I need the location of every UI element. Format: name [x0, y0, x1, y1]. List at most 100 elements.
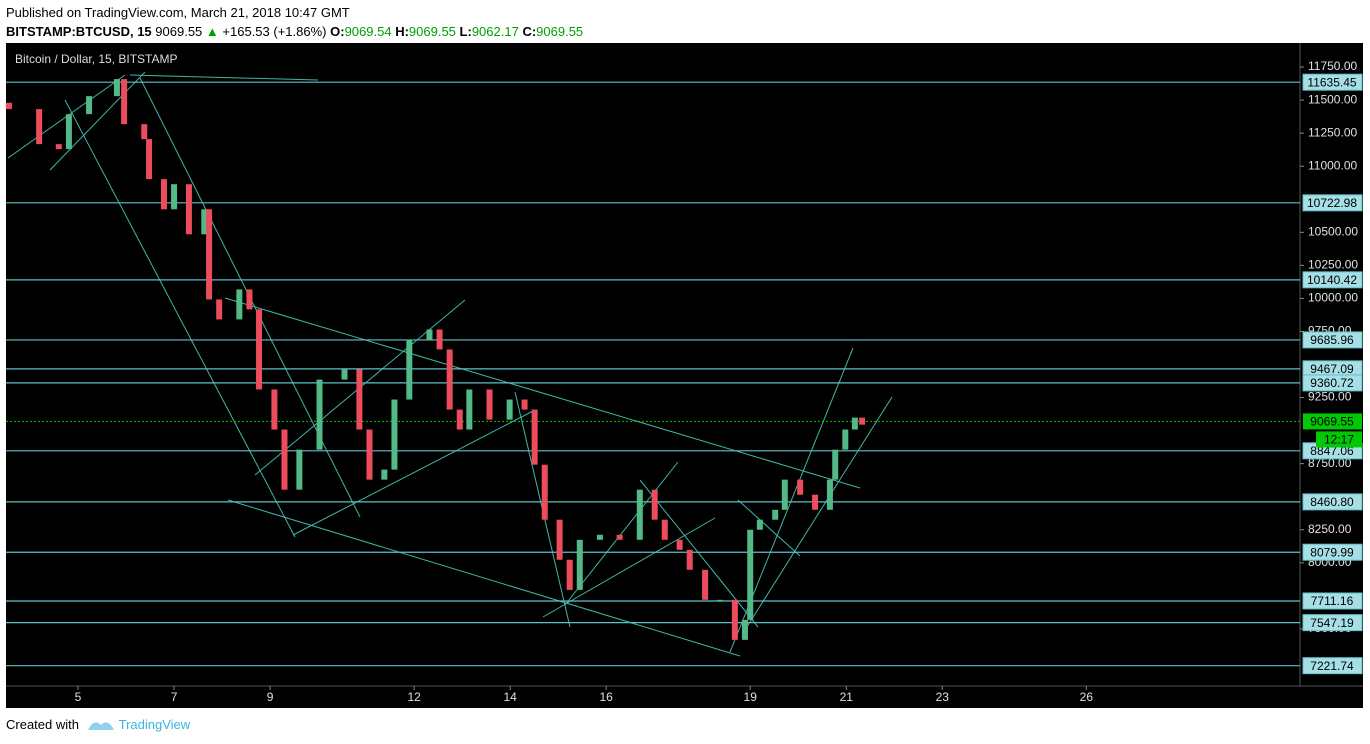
candle: [812, 494, 819, 510]
x-tick-label: 9: [267, 690, 274, 704]
ohlc-label: H:: [395, 24, 409, 39]
candle: [702, 569, 709, 600]
trend-lines: [7, 71, 893, 657]
chart-background: [6, 43, 1363, 708]
candle: [86, 96, 93, 115]
level-label: 9685.96: [1310, 333, 1354, 347]
candle: [756, 519, 763, 530]
candle: [486, 389, 493, 420]
trend-line: [139, 77, 361, 518]
created-with: Created with: [6, 717, 79, 732]
level-label: 8460.80: [1310, 495, 1354, 509]
candle: [651, 489, 658, 520]
level-label: 8847.06: [1310, 444, 1354, 458]
level-label-box: [1302, 657, 1363, 675]
candle: [366, 429, 373, 480]
candle: [256, 309, 263, 390]
countdown-box: [1316, 431, 1362, 448]
candle: [426, 329, 433, 340]
x-tick-label: 26: [1080, 690, 1094, 704]
candle: [236, 289, 243, 320]
candle: [716, 599, 723, 601]
level-label: 7221.74: [1310, 659, 1354, 673]
candle: [842, 429, 849, 450]
candle: [160, 179, 167, 210]
candle: [826, 479, 833, 510]
y-tick-label: 10500.00: [1308, 224, 1358, 238]
level-label-box: [1302, 73, 1363, 91]
x-tick-label: 21: [840, 690, 854, 704]
level-label-box: [1302, 331, 1363, 349]
level-label-box: [1302, 374, 1363, 392]
ohlc-value: 9069.54: [344, 24, 392, 39]
candle: [246, 289, 253, 310]
candle: [206, 209, 213, 300]
y-tick-label: 7500.00: [1308, 621, 1352, 635]
candle: [506, 399, 513, 420]
candle: [171, 184, 178, 210]
candle: [446, 349, 453, 410]
candle: [772, 509, 779, 520]
candle: [747, 529, 754, 620]
ohlc-value: 9069.55: [536, 24, 584, 39]
y-tick-label: 10000.00: [1308, 291, 1358, 305]
candle: [741, 619, 748, 640]
symbol: BITSTAMP:BTCUSD, 15: [6, 24, 152, 39]
trend-line: [639, 479, 759, 628]
header: Published on TradingView.com, March 21, …: [6, 3, 583, 41]
y-tick-label: 9750.00: [1308, 324, 1352, 338]
x-tick-label: 14: [503, 690, 517, 704]
x-tick-label: 7: [171, 690, 178, 704]
level-label: 10722.98: [1307, 196, 1357, 210]
candle: [521, 399, 528, 410]
level-label-box: [1302, 614, 1363, 632]
candle: [381, 469, 388, 480]
candle: [661, 519, 668, 540]
candle: [5, 102, 12, 110]
candle: [113, 79, 120, 97]
candle: [391, 399, 398, 470]
candle: [576, 539, 583, 590]
candle: [456, 409, 463, 430]
candle: [531, 409, 538, 465]
y-tick-label: 9250.00: [1308, 390, 1352, 404]
trend-line: [292, 409, 536, 536]
legend-title: Bitcoin / Dollar, 15, BITSTAMP: [15, 52, 178, 66]
trend-line: [542, 517, 716, 618]
trend-line: [49, 71, 146, 171]
trend-line: [564, 461, 679, 606]
candle: [341, 369, 348, 380]
candle: [596, 534, 603, 540]
candle: [65, 114, 72, 150]
candle: [146, 139, 153, 180]
trend-line: [129, 74, 319, 81]
candle: [686, 549, 693, 570]
level-label-box: [1302, 592, 1363, 610]
candle: [185, 184, 192, 235]
trend-line: [7, 74, 126, 159]
published: Published on TradingView.com, March 21, …: [6, 5, 350, 20]
y-tick-label: 8750.00: [1308, 456, 1352, 470]
candle: [281, 429, 288, 490]
candle: [851, 417, 858, 430]
level-label: 7711.16: [1311, 594, 1354, 608]
candle: [296, 449, 303, 490]
candle: [797, 479, 804, 495]
trend-line: [227, 499, 741, 657]
quote-line: BITSTAMP:BTCUSD, 15 9069.55 ▲ +165.53 (+…: [6, 22, 583, 41]
candle: [566, 559, 573, 590]
trend-line: [729, 347, 854, 653]
level-label: 9360.72: [1310, 376, 1354, 390]
trend-line: [744, 396, 893, 631]
trend-line: [224, 297, 861, 489]
last-price: 9069.55: [155, 24, 203, 39]
logo: [88, 722, 114, 730]
y-tick-label: 8000.00: [1308, 555, 1352, 569]
candle: [141, 124, 148, 140]
level-label: 9467.09: [1310, 362, 1354, 376]
level-label: 11635.45: [1307, 75, 1356, 89]
y-tick-label: 8250.00: [1308, 522, 1352, 536]
candle: [406, 339, 413, 400]
